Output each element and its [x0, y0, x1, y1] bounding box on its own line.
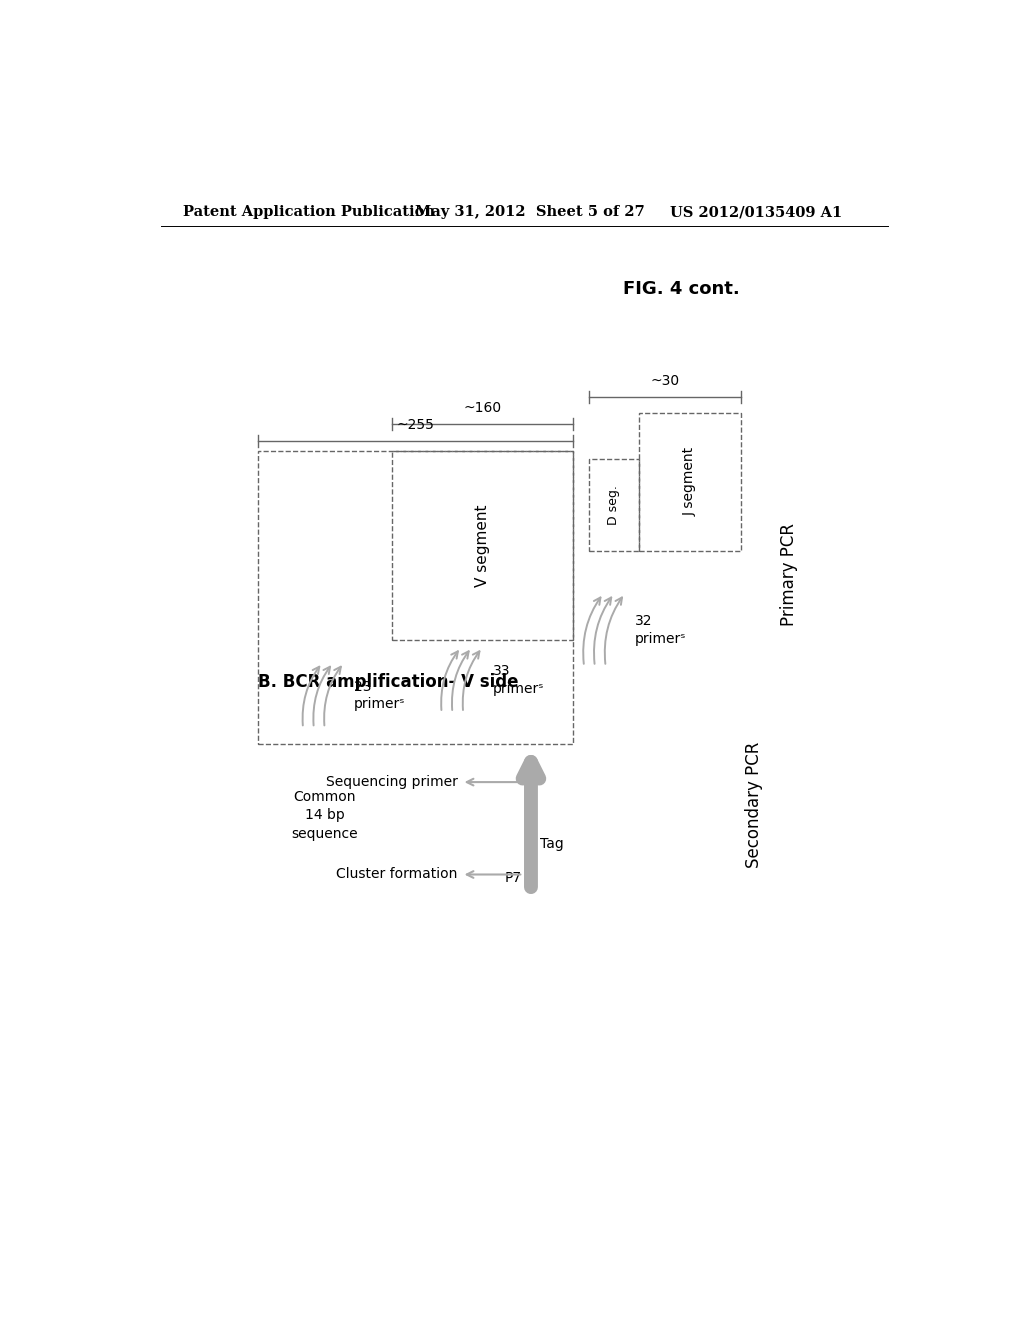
- Text: May 31, 2012  Sheet 5 of 27: May 31, 2012 Sheet 5 of 27: [416, 206, 645, 219]
- Text: P7: P7: [505, 871, 521, 886]
- Text: Sequencing primer: Sequencing primer: [326, 775, 458, 789]
- Text: 32
primerˢ: 32 primerˢ: [635, 614, 686, 645]
- Bar: [589, 459, 639, 552]
- Bar: [392, 451, 573, 640]
- Bar: [525, 867, 537, 890]
- Bar: [258, 451, 573, 743]
- Bar: [639, 413, 741, 552]
- Text: B. BCR amplification- V side: B. BCR amplification- V side: [258, 673, 518, 690]
- Text: Patent Application Publication: Patent Application Publication: [183, 206, 435, 219]
- Text: V segment: V segment: [475, 504, 490, 586]
- Text: Common
14 bp
sequence: Common 14 bp sequence: [292, 789, 358, 841]
- Text: 23
primerˢ: 23 primerˢ: [354, 680, 406, 711]
- Text: FIG. 4 cont.: FIG. 4 cont.: [624, 280, 740, 298]
- Text: ~160: ~160: [464, 401, 502, 414]
- Text: ~255: ~255: [396, 417, 434, 432]
- Text: 33
primerˢ: 33 primerˢ: [493, 664, 544, 696]
- Text: Primary PCR: Primary PCR: [780, 523, 798, 626]
- Text: J segment: J segment: [683, 447, 697, 516]
- Text: Secondary PCR: Secondary PCR: [745, 742, 763, 869]
- Text: US 2012/0135409 A1: US 2012/0135409 A1: [670, 206, 842, 219]
- Text: D seg.: D seg.: [607, 484, 621, 525]
- Text: Cluster formation: Cluster formation: [337, 867, 458, 882]
- Text: ~30: ~30: [650, 374, 680, 388]
- Text: Tag: Tag: [541, 837, 564, 850]
